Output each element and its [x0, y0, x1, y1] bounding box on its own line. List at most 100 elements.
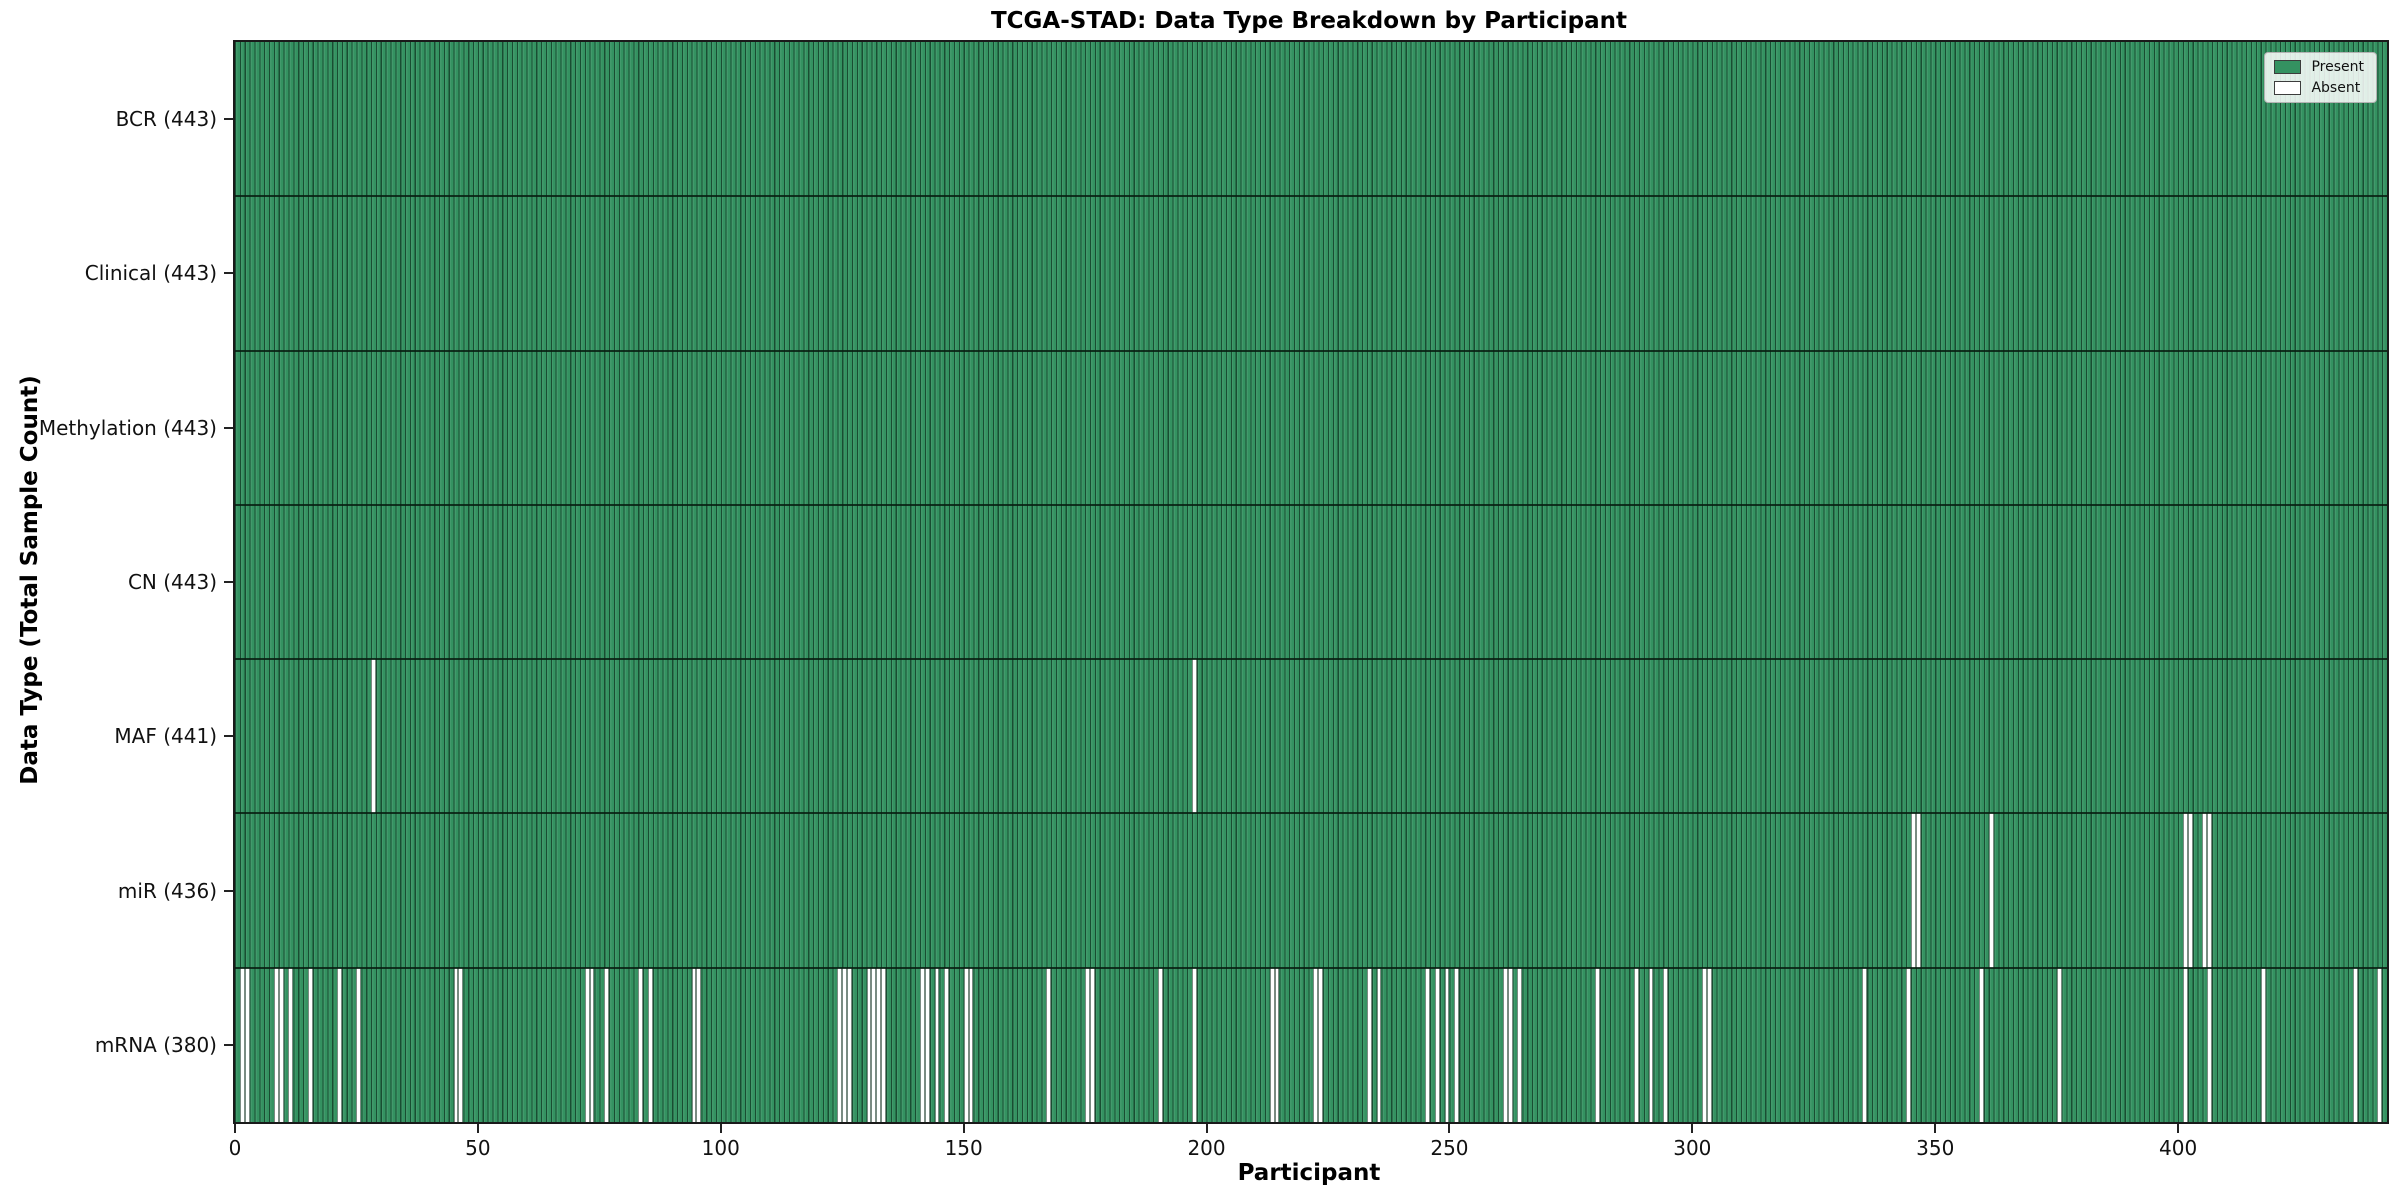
absent-stripe [1517, 967, 1523, 1122]
row-separator [235, 195, 2387, 198]
absent-stripe [2182, 967, 2188, 1122]
y-tick-mark [224, 581, 233, 583]
bar-texture [235, 504, 2387, 660]
absent-stripe [2056, 967, 2062, 1122]
absent-stripe [1376, 967, 1382, 1122]
x-tick-label: 300 [1673, 1136, 1712, 1160]
row-separator [235, 349, 2387, 352]
absent-stripe [919, 967, 925, 1122]
absent-stripe [1313, 967, 1319, 1122]
plot-area: Present Absent [233, 40, 2389, 1124]
absent-stripe [944, 967, 950, 1122]
x-tick-mark [2177, 1124, 2180, 1133]
absent-stripe [963, 967, 969, 1122]
absent-stripe [584, 967, 590, 1122]
absent-stripe [1366, 967, 1372, 1122]
absent-stripe [2377, 967, 2383, 1122]
absent-stripe [2182, 813, 2188, 968]
absent-stripe [1663, 967, 1669, 1122]
absent-stripe [1274, 967, 1280, 1122]
y-axis-label: Data Type (Total Sample Count) [17, 375, 43, 785]
bar-texture [235, 659, 2387, 814]
absent-stripe [924, 967, 930, 1122]
present-swatch-icon [2274, 60, 2302, 74]
absent-stripe [1191, 659, 1197, 814]
x-tick-mark [1205, 1124, 1208, 1133]
x-tick-mark [962, 1124, 965, 1133]
row-Clinical [235, 196, 2387, 351]
absent-stripe [2207, 813, 2213, 968]
legend-absent-label: Absent [2311, 80, 2361, 96]
y-tick-mark [224, 889, 233, 892]
x-tick-label: 100 [701, 1136, 740, 1160]
x-tick-mark [476, 1124, 479, 1133]
row-miR [235, 813, 2387, 968]
row-separator [235, 966, 2387, 969]
absent-stripe [288, 967, 294, 1122]
absent-stripe [2202, 813, 2208, 968]
absent-stripe [696, 967, 702, 1122]
absent-stripe [871, 967, 877, 1122]
legend-entry-present: Present [2274, 60, 2364, 74]
absent-stripe [1434, 967, 1440, 1122]
bar-texture [235, 42, 2387, 197]
absent-stripe [1706, 967, 1712, 1122]
absent-stripe [356, 967, 362, 1122]
x-axis-label: Participant [1237, 1160, 1381, 1186]
absent-stripe [1634, 967, 1639, 1122]
absent-stripe [876, 967, 882, 1122]
absent-stripe [881, 967, 886, 1122]
absent-stripe [837, 967, 843, 1122]
absent-stripe [2187, 813, 2193, 968]
x-tick-mark [234, 1124, 236, 1133]
x-tick-label: 250 [1430, 1136, 1469, 1160]
chart-title: TCGA-STAD: Data Type Breakdown by Partic… [990, 8, 1627, 34]
y-tick-label-Clinical: Clinical (443) [84, 261, 217, 286]
absent-stripe [278, 967, 284, 1122]
absent-stripe [647, 967, 653, 1122]
bar-texture [235, 350, 2387, 505]
row-separator [235, 658, 2387, 661]
legend: Present Absent [2264, 52, 2377, 103]
y-tick-mark [224, 735, 233, 738]
bar-texture [235, 196, 2387, 351]
row-separator [235, 503, 2387, 506]
heatmap-rows [235, 42, 2387, 1122]
row-CN [235, 504, 2387, 660]
absent-stripe [1089, 967, 1095, 1122]
absent-stripe [1085, 967, 1090, 1122]
bar-texture [235, 967, 2387, 1122]
row-mRNA [235, 967, 2387, 1122]
absent-stripe [1906, 967, 1911, 1122]
x-tick-mark [1691, 1124, 1694, 1133]
absent-stripe [604, 967, 610, 1122]
y-tick-mark [224, 1043, 233, 1046]
absent-stripe [1157, 967, 1163, 1122]
y-tick-label-miR: miR (436) [117, 878, 217, 903]
x-tick-label: 150 [944, 1136, 983, 1160]
x-tick-mark [1448, 1124, 1451, 1133]
row-MAF [235, 659, 2387, 814]
absent-stripe [244, 967, 250, 1122]
x-tick-mark [719, 1124, 722, 1133]
x-tick-label: 350 [1916, 1136, 1955, 1160]
absent-stripe [1444, 967, 1450, 1122]
y-tick-label-BCR: BCR (443) [115, 107, 217, 132]
absent-stripe [337, 967, 342, 1122]
absent-stripe [638, 967, 644, 1122]
absent-stripe [1595, 967, 1601, 1122]
absent-stripe [453, 967, 459, 1122]
absent-stripe [1425, 967, 1430, 1122]
y-tick-mark [224, 272, 233, 275]
absent-stripe [1502, 967, 1508, 1122]
absent-stripe [371, 659, 376, 814]
absent-stripe [1915, 813, 1921, 968]
absent-stripe [842, 967, 848, 1122]
absent-swatch-icon [2274, 81, 2302, 95]
row-Methylation [235, 350, 2387, 505]
row-separator [235, 812, 2387, 815]
x-tick-mark [1934, 1124, 1937, 1133]
absent-stripe [1648, 967, 1654, 1122]
legend-present-label: Present [2311, 59, 2364, 75]
